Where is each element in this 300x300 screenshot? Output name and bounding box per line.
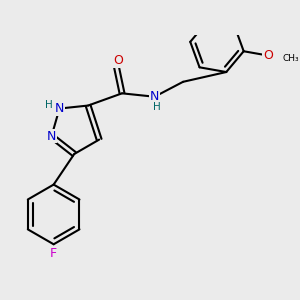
Text: H: H (45, 100, 53, 110)
Text: O: O (263, 50, 273, 62)
Text: N: N (55, 102, 64, 115)
Text: F: F (50, 247, 57, 260)
Text: N: N (150, 90, 159, 103)
Text: O: O (113, 54, 123, 67)
Text: CH₃: CH₃ (282, 54, 299, 63)
Text: N: N (47, 130, 56, 143)
Text: H: H (153, 102, 160, 112)
